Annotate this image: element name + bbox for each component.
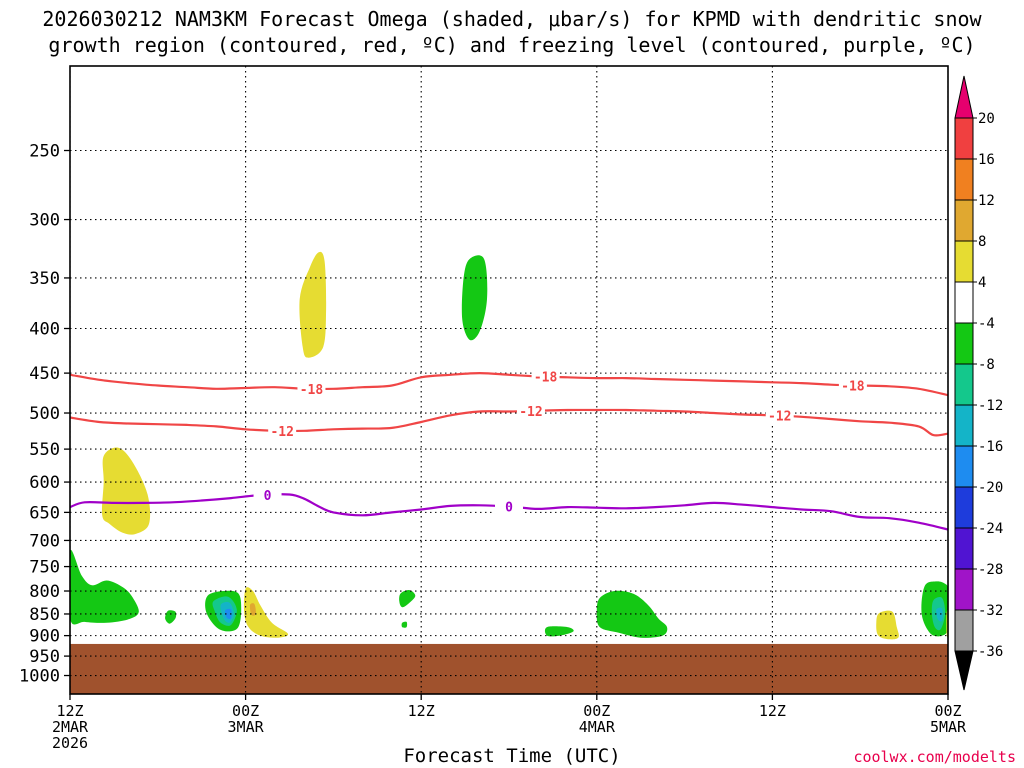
colorbar-label: -24 [978,521,1003,537]
plot-frame [69,65,949,695]
colorbar-label: -28 [978,562,1003,578]
contour-label-bg-0-0 [297,380,326,397]
contour-label: -12 [768,410,791,425]
colorbar-band [954,322,974,365]
omega-region-8 [224,608,232,620]
y-tick-label: 450 [29,364,60,384]
contour-label-bg-2-1 [495,498,523,515]
omega-region-1 [299,251,327,358]
omega-region-14 [596,590,668,638]
contour-line-neg18 [70,371,948,397]
contour-line-0 [70,493,948,531]
x-tick-label: 12Z [759,702,786,720]
colorbar-label: -12 [978,398,1003,414]
colorbar-label: 12 [978,193,995,209]
omega-region-18 [936,607,943,622]
x-tick-label: 2MAR [52,718,89,736]
contour-label: 0 [264,489,272,504]
omega-region-10 [249,603,256,616]
y-tick-label: 400 [29,320,60,340]
contour-label-bg-2-0 [253,486,282,503]
colorbar-label: -36 [978,644,1003,660]
chart-title: 2026030212 NAM3KM Forecast Omega (shaded… [0,6,1024,58]
x-tick-label: 5MAR [930,718,967,736]
y-tick-label: 350 [29,269,60,289]
site-credit[interactable]: coolwx.com/modelts [853,748,1016,766]
colorbar-label: 16 [978,152,995,168]
colorbar-band [954,199,974,242]
y-tick-label: 250 [29,142,60,162]
y-tick-label: 1000 [19,667,60,687]
colorbar-band [954,158,974,201]
omega-region-11 [399,590,416,608]
x-tick-label: 00Z [934,702,961,720]
colorbar-under-triangle [954,650,974,691]
omega-region-13 [544,626,574,637]
y-tick-label: 700 [29,531,60,551]
omega-region-12 [401,621,408,628]
contour-label-bg-1-1 [516,402,545,419]
colorbar-label: 4 [978,275,986,291]
colorbar-label: -16 [978,439,1003,455]
y-tick-label: 500 [29,404,60,424]
colorbar-label: -20 [978,480,1003,496]
contour-label: -18 [300,383,324,398]
y-tick-label: 300 [29,211,60,231]
x-tick-label: 2026 [52,734,88,752]
omega-region-15 [876,610,899,640]
colorbar-band [954,117,974,160]
contour-label: -12 [519,405,542,420]
contour-label-bg-1-2 [765,407,794,424]
omega-region-3 [70,549,139,625]
colorbar-band [954,281,974,324]
plot-area: -18 -18 -18 -12 -12 -12 0 0 [70,66,948,694]
contour-line-neg12 [70,408,948,437]
colorbar-label: 8 [978,234,986,250]
x-axis-label: Forecast Time (UTC) [403,745,621,767]
colorbar-label: -4 [978,316,995,332]
y-tick-label: 750 [29,558,60,578]
contour-label: -18 [841,379,865,394]
contour-label-bg-0-2 [838,377,867,394]
x-tick-label: 00Z [232,702,259,720]
ground-fill [70,643,948,694]
contour-label-bg-1-0 [268,422,297,439]
omega-region-9 [243,587,289,638]
y-tick-label: 550 [29,440,60,460]
colorbar-band [954,568,974,611]
x-tick-label: 00Z [583,702,610,720]
y-tick-label: 600 [29,473,60,493]
colorbar-over-triangle [954,75,974,119]
x-tick-label: 12Z [56,702,83,720]
title-line-1: 2026030212 NAM3KM Forecast Omega (shaded… [42,7,982,31]
omega-region-4 [165,610,177,624]
x-tick-label: 12Z [408,702,435,720]
omega-region-2 [461,255,488,341]
colorbar-band [954,404,974,447]
x-tick-label: 3MAR [228,718,265,736]
title-line-2: growth region (contoured, red, ºC) and f… [48,33,976,57]
contour-label: 0 [505,501,513,516]
colorbar-band [954,363,974,406]
contour-label-bg-0-1 [531,368,560,385]
colorbar-band [954,609,974,652]
colorbar-band [954,445,974,488]
contour-label: -12 [270,425,293,440]
colorbar-band [954,527,974,570]
colorbar-band [954,240,974,283]
y-tick-label: 800 [29,582,60,602]
colorbar-label: -32 [978,603,1003,619]
colorbar-band [954,486,974,529]
x-tick-label: 4MAR [579,718,616,736]
colorbar-label: 20 [978,111,995,127]
contour-label: -18 [534,371,558,386]
y-tick-label: 950 [29,647,60,667]
y-tick-label: 850 [29,605,60,625]
colorbar-label: -8 [978,357,995,373]
y-tick-label: 650 [29,503,60,523]
y-tick-label: 900 [29,627,60,647]
omega-region-0 [101,447,151,535]
